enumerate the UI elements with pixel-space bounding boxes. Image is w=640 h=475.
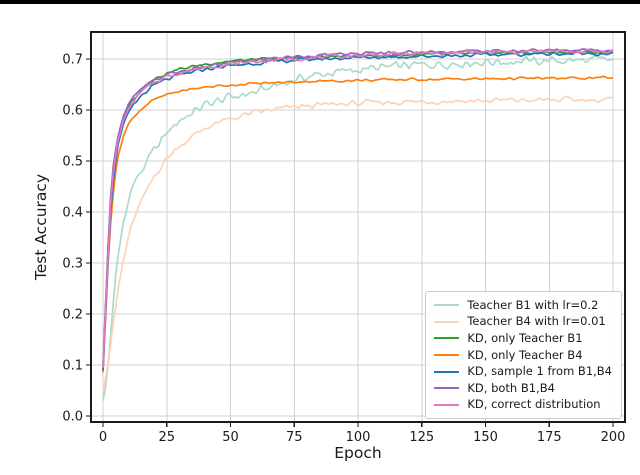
legend-label: Teacher B4 with lr=0.01 bbox=[467, 314, 606, 329]
y-tick-label: 0.3 bbox=[62, 257, 83, 272]
y-tick-label: 0.5 bbox=[62, 155, 83, 170]
y-tick-label: 0.0 bbox=[62, 410, 83, 425]
legend-line-swatch bbox=[434, 403, 460, 406]
series-line-6 bbox=[102, 48, 614, 369]
x-tick-label: 50 bbox=[222, 430, 239, 445]
legend-item: KD, sample 1 from B1,B4 bbox=[434, 363, 612, 380]
x-tick-label: 25 bbox=[158, 430, 175, 445]
y-tick-label: 0.7 bbox=[62, 53, 83, 68]
legend-label: KD, sample 1 from B1,B4 bbox=[467, 364, 612, 379]
legend-item: KD, both B1,B4 bbox=[434, 380, 612, 397]
y-tick-label: 0.6 bbox=[62, 104, 83, 119]
x-tick-label: 0 bbox=[99, 430, 107, 445]
x-tick-label: 150 bbox=[473, 430, 498, 445]
x-tick-label: 100 bbox=[346, 430, 371, 445]
x-tick-label: 75 bbox=[286, 430, 303, 445]
legend: Teacher B1 with lr=0.2 Teacher B4 with lr… bbox=[425, 290, 622, 419]
y-tick-label: 0.4 bbox=[62, 206, 83, 221]
y-axis-label: Test Accuracy bbox=[32, 173, 50, 281]
legend-item: KD, only Teacher B4 bbox=[434, 347, 612, 364]
legend-line-swatch bbox=[434, 320, 460, 323]
y-tick-label: 0.2 bbox=[62, 308, 83, 323]
legend-item: KD, only Teacher B1 bbox=[434, 330, 612, 347]
series-line-3 bbox=[102, 75, 614, 373]
legend-item: Teacher B4 with lr=0.01 bbox=[434, 313, 612, 330]
top-rule bbox=[0, 0, 640, 4]
legend-line-swatch bbox=[434, 304, 460, 307]
legend-line-swatch bbox=[434, 387, 460, 390]
legend-label: Teacher B1 with lr=0.2 bbox=[467, 297, 599, 312]
series-line-1 bbox=[102, 95, 614, 392]
legend-label: KD, only Teacher B1 bbox=[467, 331, 583, 346]
series-line-4 bbox=[102, 51, 614, 371]
series-line-0 bbox=[102, 55, 614, 401]
x-tick-label: 125 bbox=[409, 430, 434, 445]
legend-label: KD, correct distribution bbox=[467, 397, 601, 412]
legend-line-swatch bbox=[434, 337, 460, 340]
x-tick-label: 175 bbox=[537, 430, 562, 445]
legend-item: KD, correct distribution bbox=[434, 396, 612, 413]
legend-line-swatch bbox=[434, 370, 460, 373]
x-axis-label: Epoch bbox=[334, 444, 382, 462]
x-tick-label: 200 bbox=[601, 430, 626, 445]
legend-label: KD, both B1,B4 bbox=[467, 380, 555, 395]
legend-label: KD, only Teacher B4 bbox=[467, 347, 583, 362]
legend-line-swatch bbox=[434, 353, 460, 356]
legend-item: Teacher B1 with lr=0.2 bbox=[434, 297, 612, 314]
y-tick-label: 0.1 bbox=[62, 359, 83, 374]
